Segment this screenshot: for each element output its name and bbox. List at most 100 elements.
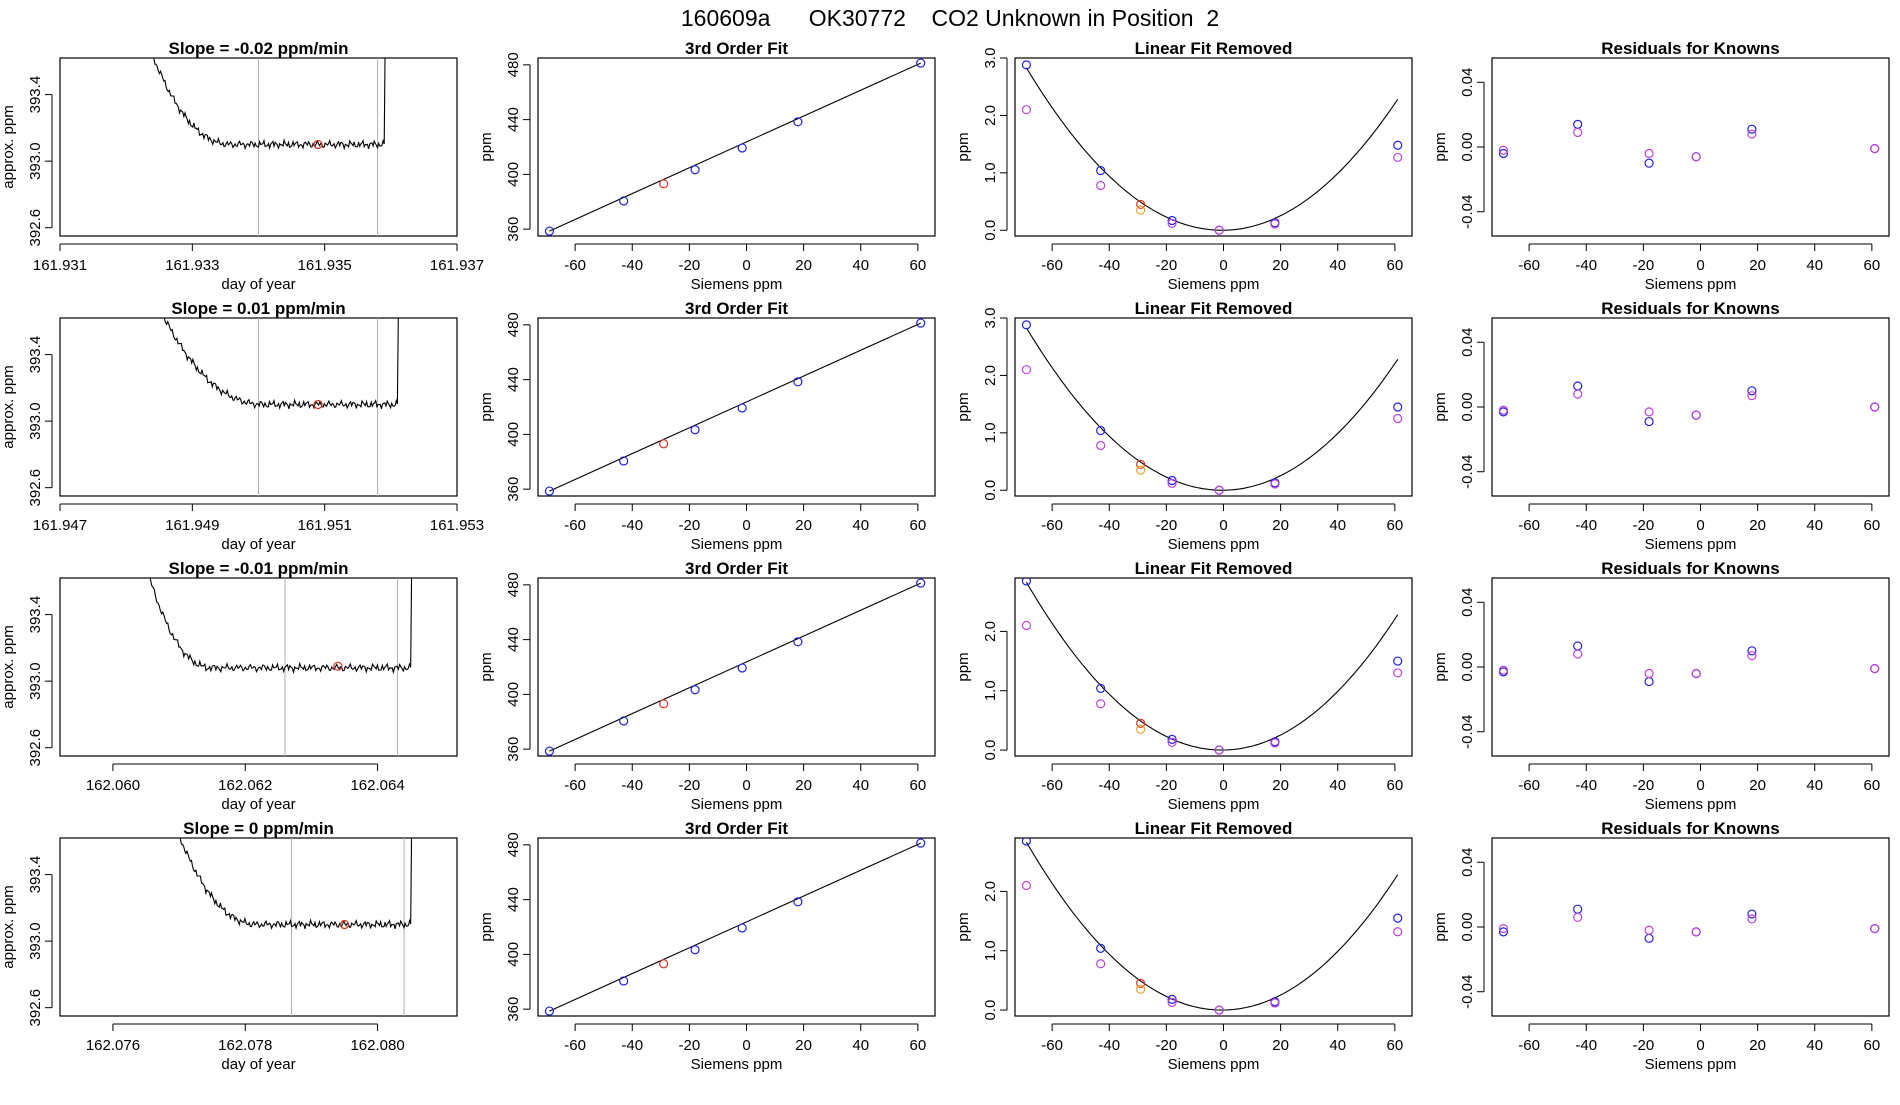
chart-title: Residuals for Knowns: [1601, 39, 1780, 58]
chart-panel: 3rd Order Fit -60 -40 -20 0 20 40 60 Siemens ppm…: [478, 819, 936, 1073]
x-tick-label: 162.062: [218, 777, 272, 794]
data-point: [1096, 959, 1106, 969]
y-tick-label: 480: [505, 572, 522, 597]
x-tick-label: -20: [1156, 257, 1178, 274]
x-tick-label: 0: [1696, 777, 1704, 794]
x-tick-label: 40: [1806, 257, 1823, 274]
x-tick-label: 60: [1387, 517, 1404, 534]
data-point: [793, 117, 803, 127]
data-point: [690, 165, 700, 175]
x-tick-label: 60: [1864, 777, 1881, 794]
x-tick-label: 60: [1864, 257, 1881, 274]
y-tick-label: 393.4: [27, 596, 44, 634]
y-tick-label: 0.00: [1459, 392, 1476, 421]
chart-title: Slope = -0.01 ppm/min: [169, 559, 349, 578]
x-axis-label: Siemens ppm: [691, 796, 783, 813]
x-tick-label: 0: [742, 517, 750, 534]
data-point: [1393, 656, 1403, 666]
plot-area: [1498, 381, 1880, 427]
y-tick-label: 0.0: [982, 220, 999, 241]
series-line: [153, 58, 386, 151]
x-tick-label: 0: [742, 777, 750, 794]
y-tick-label: 393.0: [27, 922, 44, 960]
chart-panel: Residuals for Knowns -60 -40 -20 0 20 40 60 Siem…: [1432, 559, 1890, 813]
x-tick-label: -60: [564, 1037, 586, 1054]
y-tick-label: 1.0: [982, 162, 999, 183]
x-tick-label: -20: [1633, 777, 1655, 794]
x-tick-label: 20: [1749, 517, 1766, 534]
x-tick-label: -20: [679, 257, 701, 274]
y-tick-label: 440: [505, 887, 522, 912]
data-point: [1691, 152, 1701, 162]
x-tick-label: 20: [1272, 1037, 1289, 1054]
chart-panel: Linear Fit Removed -60 -40 -20 0 20 40 60 Siemen…: [955, 299, 1413, 553]
y-axis-label: ppm: [478, 132, 495, 161]
data-point: [1644, 933, 1654, 943]
fit-curve: [1025, 841, 1399, 1011]
x-tick-label: 40: [1329, 517, 1346, 534]
x-tick-label: 60: [910, 777, 927, 794]
data-point: [1167, 737, 1177, 747]
data-point: [793, 897, 803, 907]
x-tick-label: 40: [852, 517, 869, 534]
data-point: [1747, 651, 1757, 661]
data-point: [619, 716, 629, 726]
data-point: [1021, 320, 1032, 330]
data-point: [619, 976, 629, 986]
chart-title: 3rd Order Fit: [685, 299, 788, 318]
y-tick-label: 400: [505, 162, 522, 187]
data-point: [1498, 924, 1509, 934]
x-tick-label: -20: [1156, 777, 1178, 794]
series-line: [163, 318, 399, 411]
y-tick-label: 400: [505, 422, 522, 447]
x-tick-label: 40: [1806, 1037, 1823, 1054]
plot-area: [544, 578, 926, 756]
data-point: [1573, 119, 1583, 129]
x-tick-label: -20: [1633, 1037, 1655, 1054]
plot-frame: [1491, 577, 1890, 757]
x-tick-label: 60: [1387, 1037, 1404, 1054]
x-tick-label: 0: [1696, 517, 1704, 534]
data-point: [1573, 912, 1583, 922]
x-tick-label: -40: [1098, 777, 1120, 794]
y-axis-label: ppm: [1432, 392, 1449, 421]
plot-area: [1498, 641, 1880, 687]
data-point: [1136, 718, 1146, 728]
data-point: [1096, 683, 1106, 693]
unknown-point: [333, 661, 343, 671]
chart-title: 3rd Order Fit: [685, 819, 788, 838]
y-axis-label: ppm: [478, 392, 495, 421]
data-point: [1747, 391, 1757, 401]
data-point: [1270, 738, 1280, 748]
x-tick-label: 0: [1696, 257, 1704, 274]
data-point: [1573, 641, 1583, 651]
data-point: [1498, 405, 1509, 415]
chart-title: Linear Fit Removed: [1135, 819, 1293, 838]
data-point: [737, 143, 747, 153]
data-point: [916, 578, 926, 588]
plot-area: [544, 318, 926, 496]
y-axis-label: ppm: [478, 652, 495, 681]
data-point: [1021, 620, 1032, 631]
x-tick-label: 0: [1219, 777, 1227, 794]
data-point: [1870, 664, 1880, 674]
data-point: [544, 1006, 555, 1016]
y-tick-label: 392.6: [27, 729, 44, 767]
y-tick-label: 360: [505, 217, 522, 242]
page-title: 160609a OK30772 CO2 Unknown in Position …: [681, 5, 1219, 31]
y-tick-label: 0.0: [982, 480, 999, 501]
y-axis-label: ppm: [955, 132, 972, 161]
y-tick-label: 360: [505, 997, 522, 1022]
data-point: [916, 58, 926, 68]
chart-panel: Linear Fit Removed -60 -40 -20 0 20 40 60 Siemen…: [955, 819, 1413, 1073]
data-point: [916, 318, 926, 328]
data-point: [690, 685, 700, 695]
y-tick-label: 393.0: [27, 662, 44, 700]
data-point: [1573, 389, 1583, 399]
data-point: [1644, 158, 1654, 168]
x-tick-label: -40: [1575, 1037, 1597, 1054]
data-point: [659, 439, 669, 449]
x-tick-label: 162.080: [350, 1037, 404, 1054]
x-tick-label: 161.951: [298, 517, 352, 534]
data-point: [1167, 475, 1177, 486]
